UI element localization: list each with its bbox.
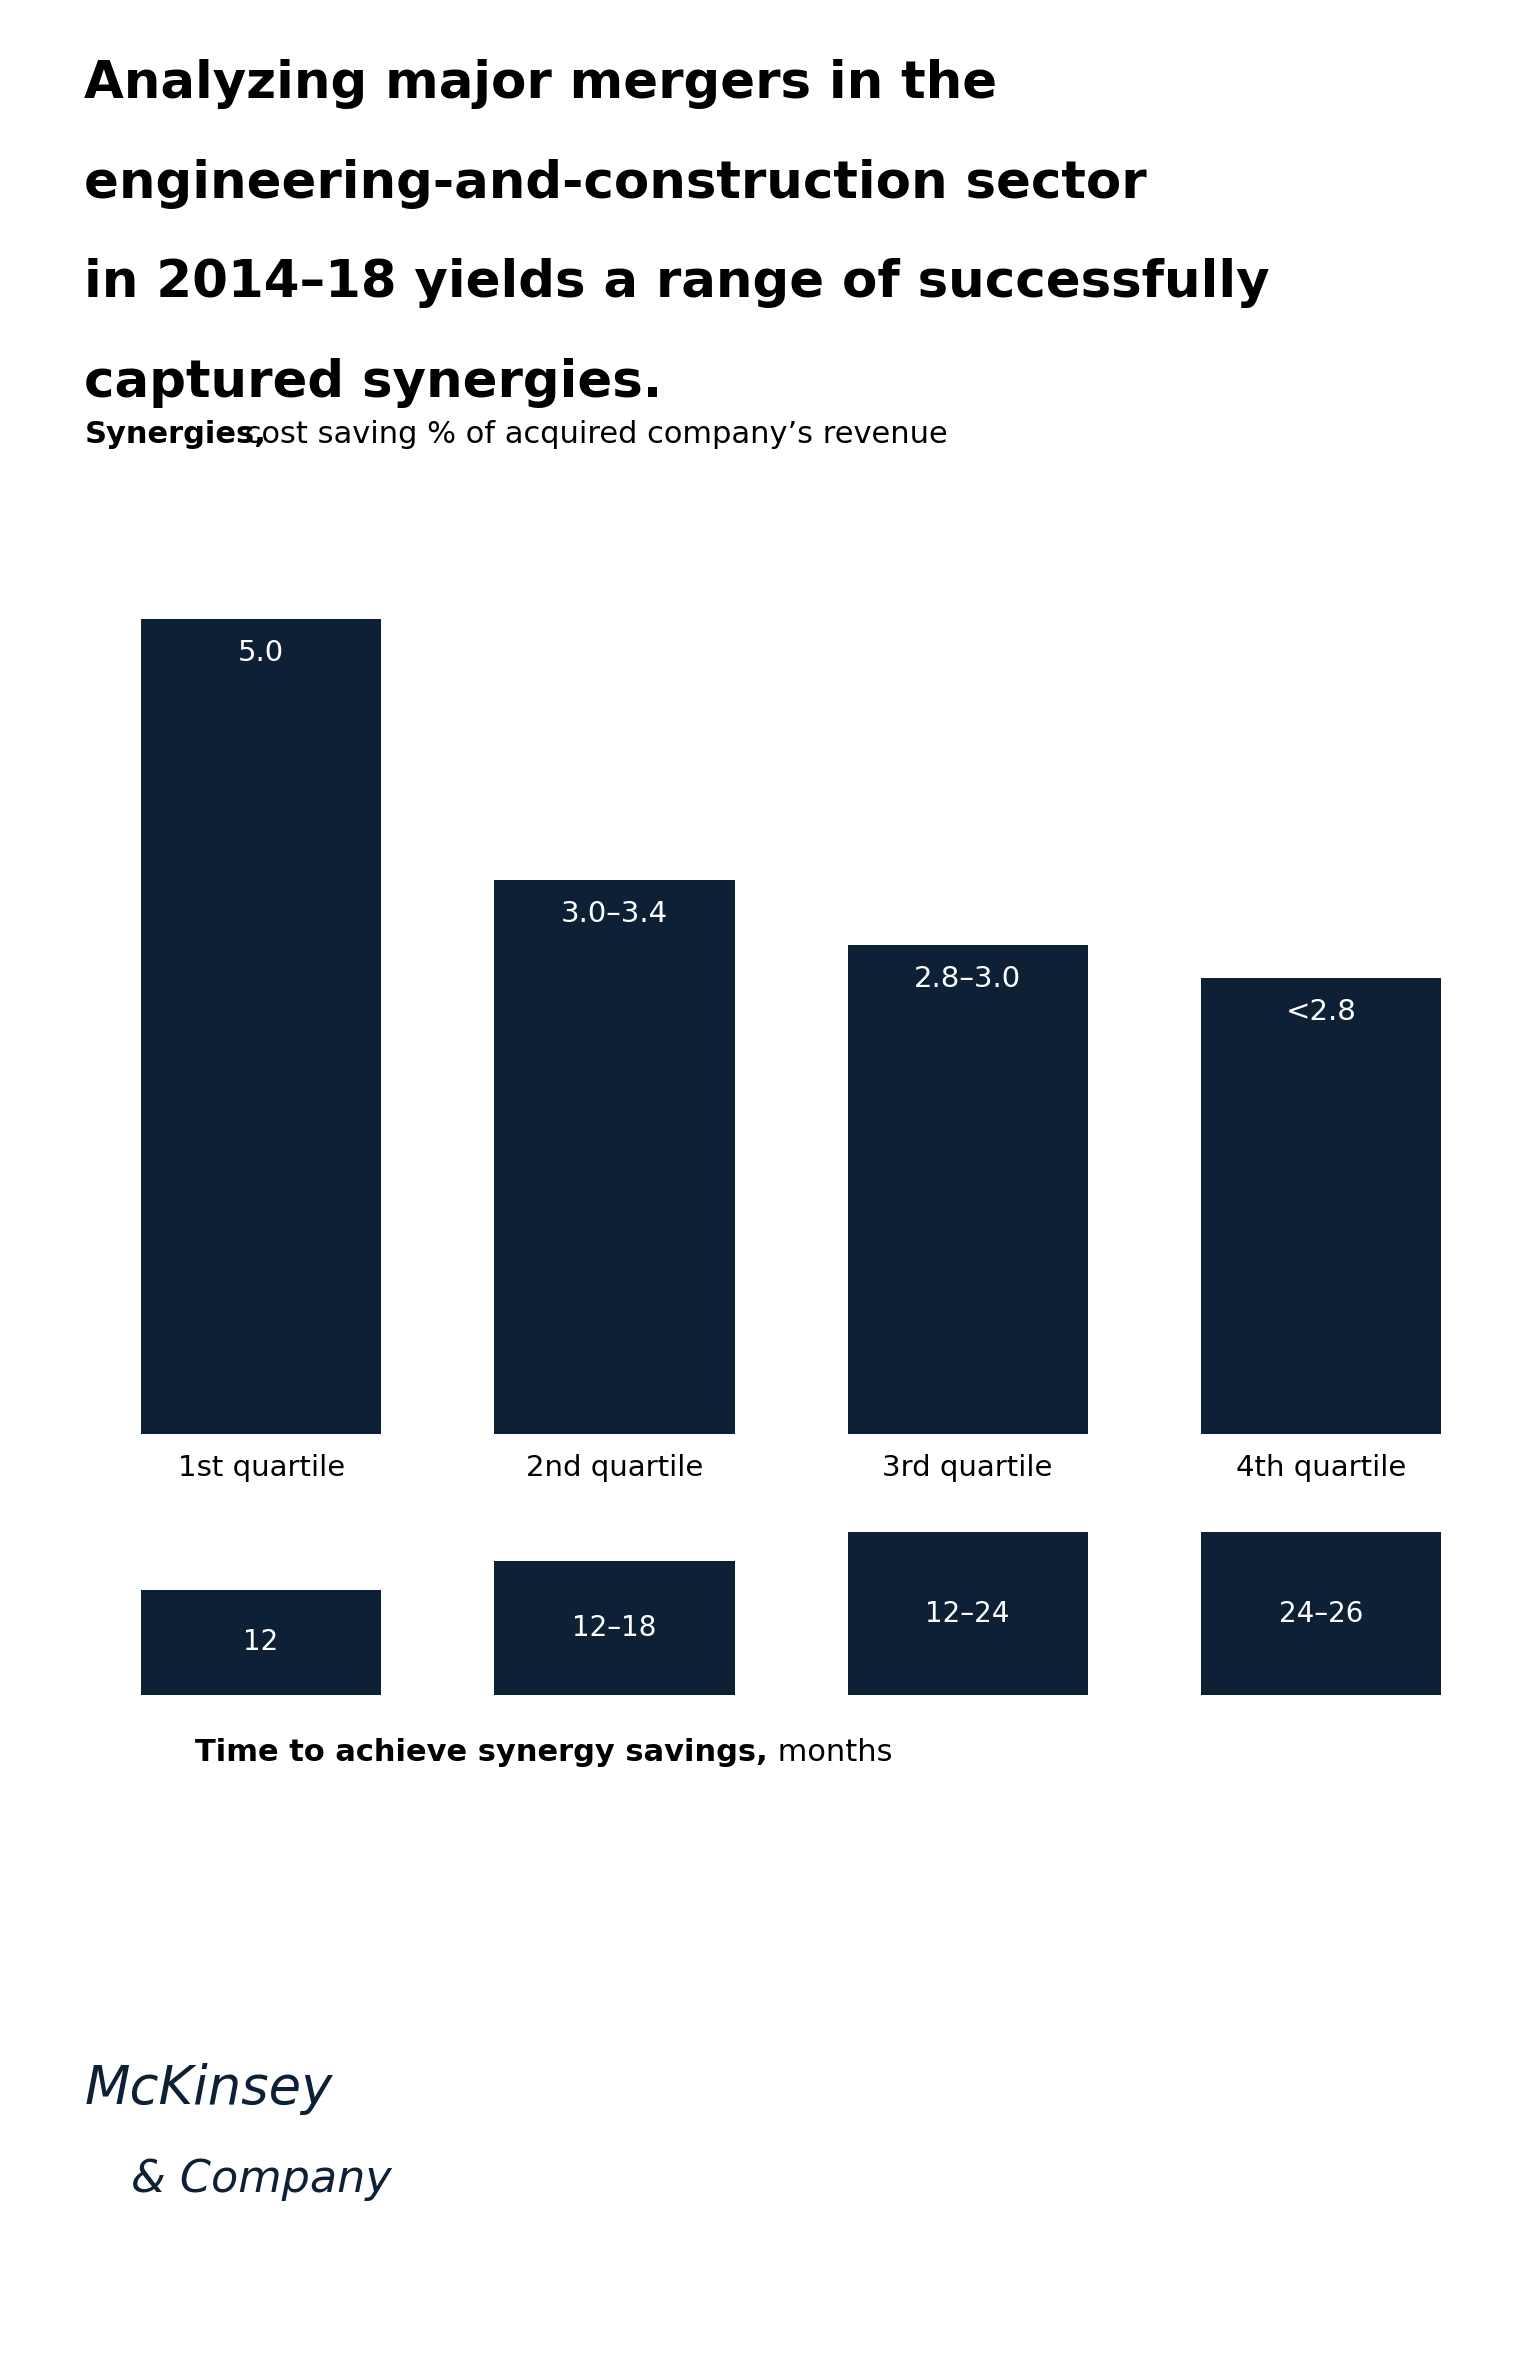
Text: Analyzing major mergers in the: Analyzing major mergers in the bbox=[84, 59, 997, 109]
Text: 5.0: 5.0 bbox=[238, 638, 284, 666]
Text: 12–24: 12–24 bbox=[926, 1600, 1009, 1627]
Text: McKinsey: McKinsey bbox=[84, 2063, 333, 2115]
Bar bbox=[141, 619, 381, 1434]
Bar bbox=[1201, 977, 1441, 1434]
Bar bbox=[848, 946, 1087, 1434]
Text: Time to achieve synergy savings,: Time to achieve synergy savings, bbox=[195, 1738, 768, 1766]
Text: 24–26: 24–26 bbox=[1279, 1600, 1362, 1627]
Bar bbox=[495, 880, 734, 1434]
Bar bbox=[1201, 1532, 1441, 1695]
Text: 12: 12 bbox=[244, 1629, 278, 1657]
Text: 12–18: 12–18 bbox=[573, 1615, 656, 1643]
Text: months: months bbox=[768, 1738, 892, 1766]
Text: captured synergies.: captured synergies. bbox=[84, 358, 662, 408]
Text: 2.8–3.0: 2.8–3.0 bbox=[914, 965, 1021, 993]
Text: <2.8: <2.8 bbox=[1286, 998, 1356, 1027]
Text: engineering-and-construction sector: engineering-and-construction sector bbox=[84, 159, 1147, 209]
Text: cost saving % of acquired company’s revenue: cost saving % of acquired company’s reve… bbox=[235, 420, 948, 448]
Text: Synergies,: Synergies, bbox=[84, 420, 266, 448]
Text: in 2014–18 yields a range of successfully: in 2014–18 yields a range of successfull… bbox=[84, 258, 1270, 308]
Text: 3.0–3.4: 3.0–3.4 bbox=[561, 901, 668, 927]
Bar bbox=[848, 1532, 1087, 1695]
Bar bbox=[141, 1589, 381, 1695]
Bar bbox=[495, 1560, 734, 1695]
Text: & Company: & Company bbox=[131, 2158, 392, 2200]
